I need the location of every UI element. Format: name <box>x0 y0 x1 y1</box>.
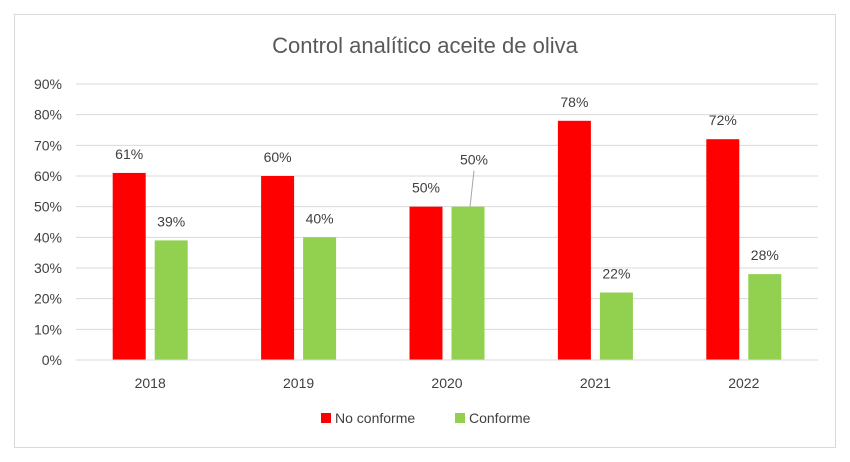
y-tick-label: 60% <box>34 168 62 184</box>
data-label: 50% <box>412 180 440 196</box>
data-label: 39% <box>157 213 185 229</box>
data-label: 72% <box>709 112 737 128</box>
y-tick-label: 10% <box>34 321 62 337</box>
bar-no-conforme <box>557 120 591 360</box>
legend-label: Conforme <box>469 410 531 426</box>
bar-no-conforme <box>706 139 740 360</box>
legend: No conforme Conforme <box>321 410 531 426</box>
x-axis: 2018 2019 2020 2021 2022 <box>76 359 818 391</box>
data-label: 61% <box>115 146 143 162</box>
x-tick-label: 2022 <box>728 375 759 391</box>
y-tick-label: 30% <box>34 260 62 276</box>
bar-conforme <box>154 240 188 360</box>
bar-no-conforme <box>112 172 146 360</box>
y-axis: 0% 10% 20% 30% 40% 50% 60% 70% 80% 90% <box>34 76 62 368</box>
x-tick-label: 2019 <box>283 375 314 391</box>
bars <box>112 120 782 360</box>
data-label-leader <box>469 170 475 207</box>
data-label: 78% <box>560 94 588 110</box>
y-tick-label: 80% <box>34 107 62 123</box>
y-tick-label: 0% <box>42 352 62 368</box>
y-tick-label: 70% <box>34 137 62 153</box>
data-label: 40% <box>306 210 334 226</box>
bar-conforme <box>303 237 337 360</box>
legend-swatch <box>455 413 465 423</box>
x-tick-label: 2018 <box>135 375 166 391</box>
y-tick-label: 90% <box>34 76 62 92</box>
x-tick-label: 2021 <box>580 375 611 391</box>
bar-no-conforme <box>409 206 443 360</box>
y-tick-label: 40% <box>34 229 62 245</box>
bar-conforme <box>748 274 782 360</box>
chart-title: Control analítico aceite de oliva <box>272 33 578 58</box>
legend-swatch <box>321 413 331 423</box>
bar-no-conforme <box>261 176 295 360</box>
legend-label: No conforme <box>335 410 415 426</box>
data-label: 22% <box>602 266 630 282</box>
data-label: 28% <box>751 247 779 263</box>
x-tick-label: 2020 <box>431 375 462 391</box>
data-labels: 61% 39% 60% 40% 50% 50% 78% 22% 72% 28% <box>115 94 779 282</box>
data-label: 50% <box>460 152 488 168</box>
bar-conforme <box>599 292 633 360</box>
y-tick-label: 20% <box>34 291 62 307</box>
bar-conforme <box>451 206 485 360</box>
data-label: 60% <box>264 149 292 165</box>
y-tick-label: 50% <box>34 199 62 215</box>
